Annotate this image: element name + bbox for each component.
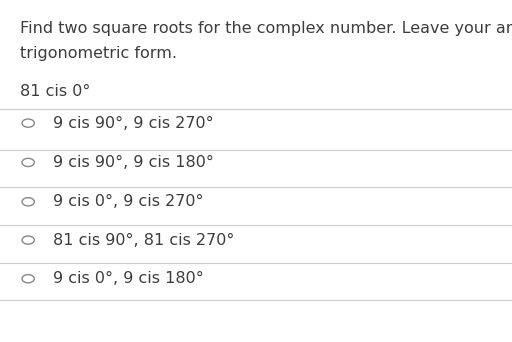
Text: 9 cis 90°, 9 cis 180°: 9 cis 90°, 9 cis 180°	[53, 155, 214, 170]
Text: trigonometric form.: trigonometric form.	[20, 46, 178, 61]
Text: 9 cis 0°, 9 cis 180°: 9 cis 0°, 9 cis 180°	[53, 271, 203, 286]
Text: 81 cis 90°, 81 cis 270°: 81 cis 90°, 81 cis 270°	[53, 233, 234, 248]
Text: Find two square roots for the complex number. Leave your answers in: Find two square roots for the complex nu…	[20, 21, 512, 36]
Text: 81 cis 0°: 81 cis 0°	[20, 84, 91, 99]
Text: 9 cis 90°, 9 cis 270°: 9 cis 90°, 9 cis 270°	[53, 116, 214, 131]
Text: 9 cis 0°, 9 cis 270°: 9 cis 0°, 9 cis 270°	[53, 194, 203, 209]
